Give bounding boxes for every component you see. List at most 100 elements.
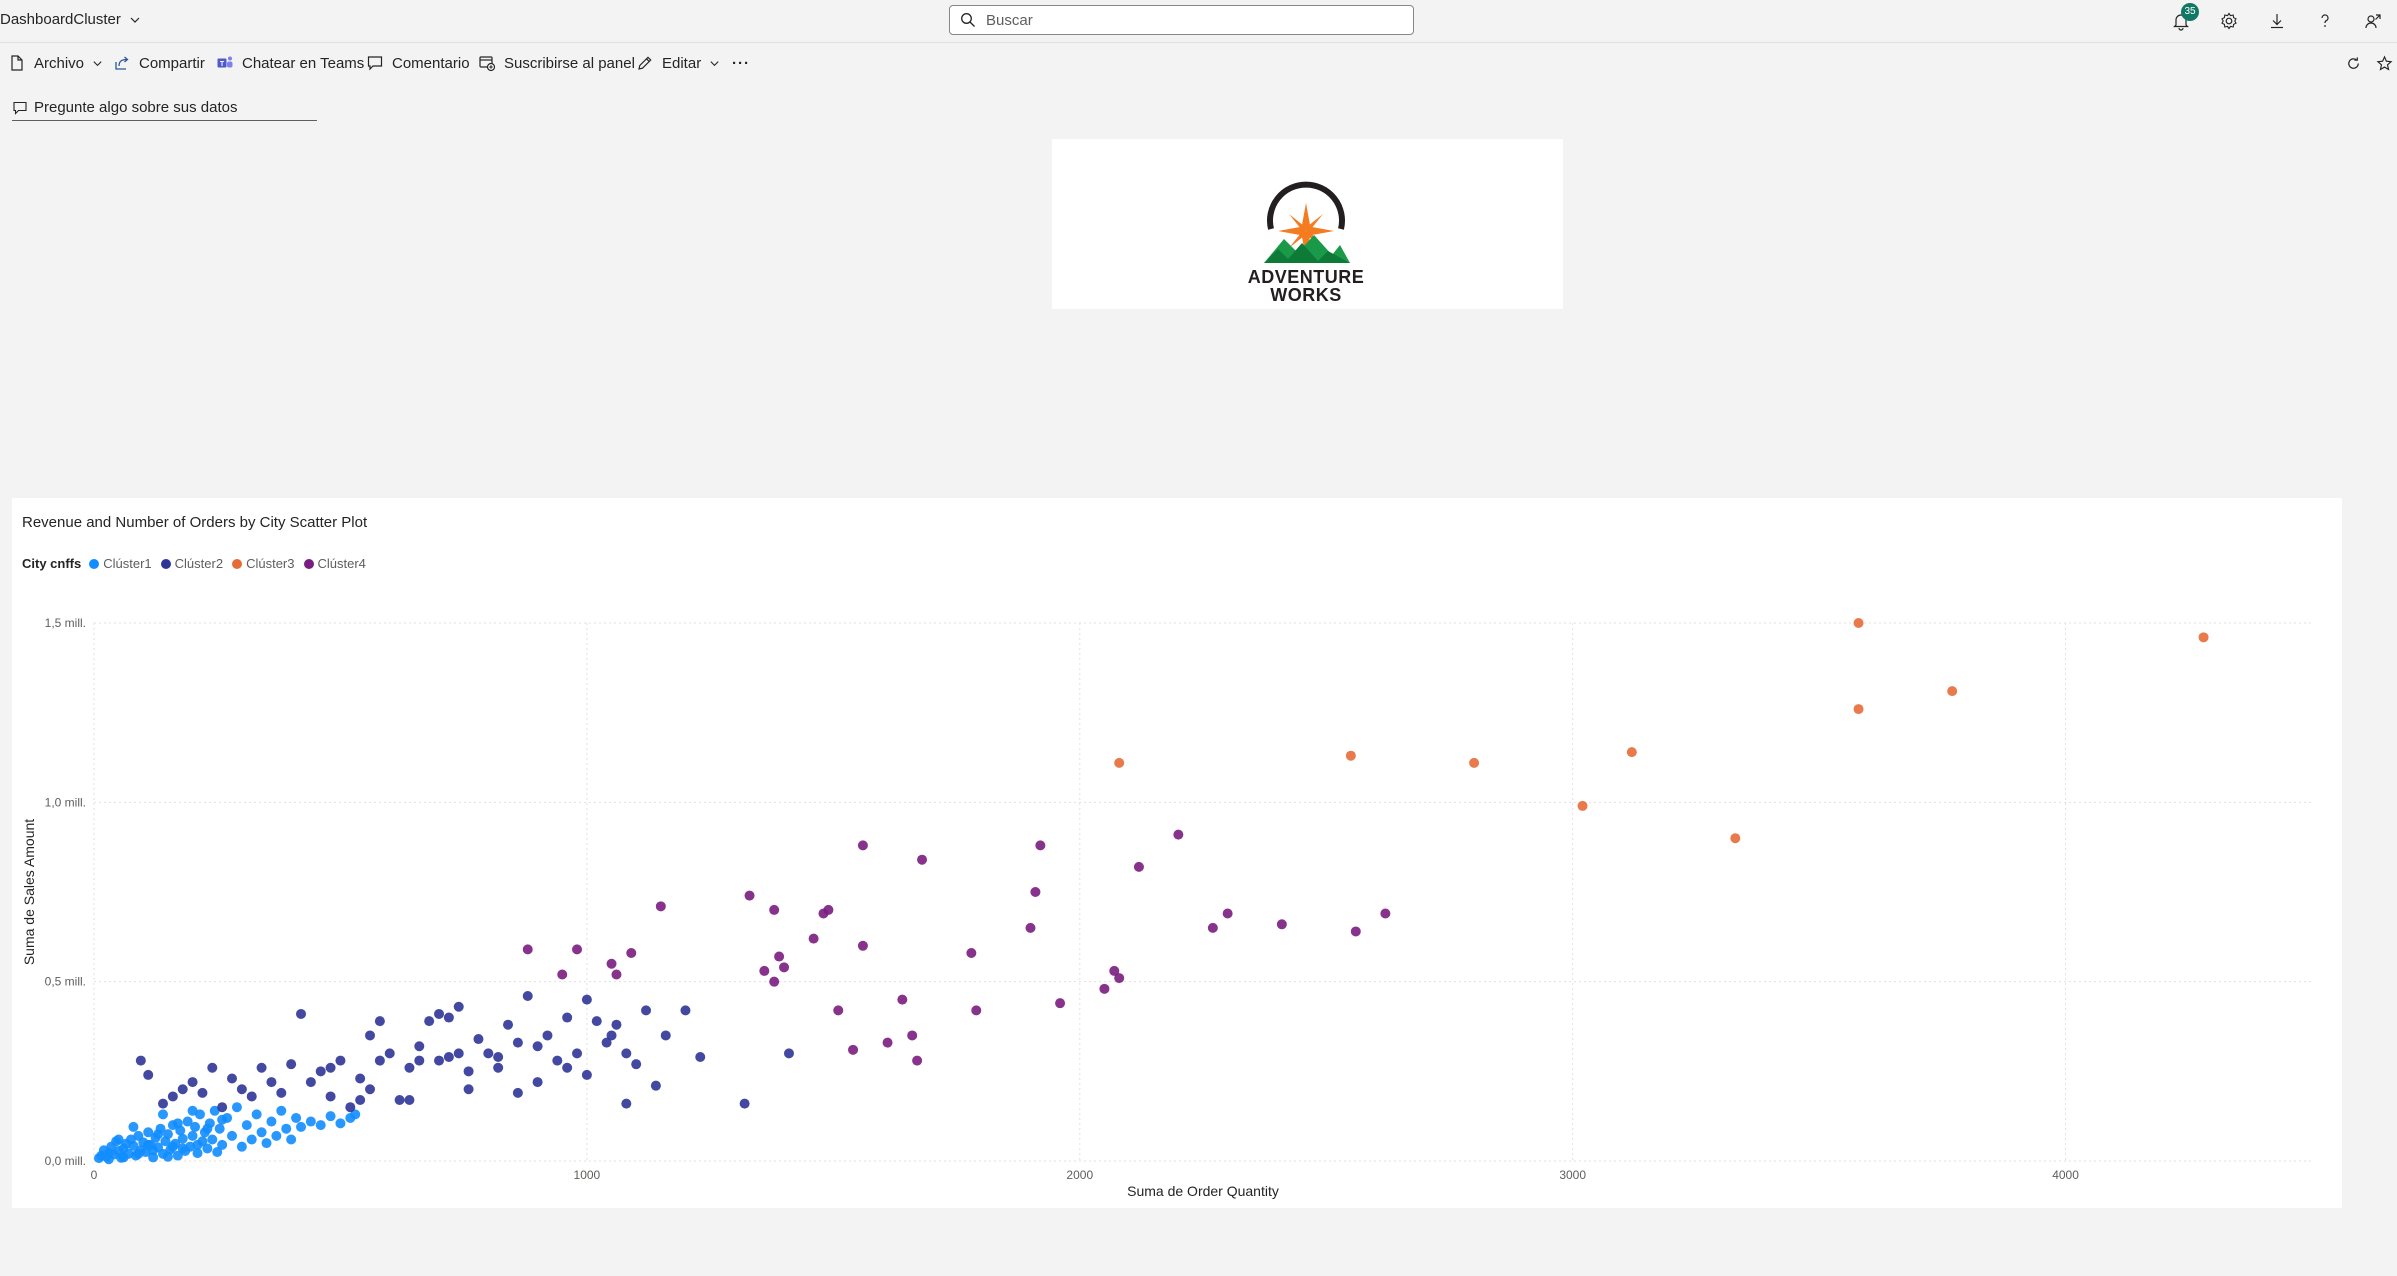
scatter-point[interactable]: [143, 1069, 154, 1080]
scatter-point[interactable]: [177, 1133, 188, 1144]
scatter-point[interactable]: [187, 1077, 198, 1088]
scatter-point[interactable]: [350, 1109, 361, 1120]
scatter-point[interactable]: [246, 1091, 257, 1102]
scatter-point[interactable]: [848, 1044, 859, 1055]
legend-item-cluster3[interactable]: Clúster3: [232, 556, 295, 571]
scatter-point[interactable]: [162, 1129, 173, 1140]
scatter-point[interactable]: [133, 1148, 144, 1159]
suscribirse-button[interactable]: Suscribirse al panel: [478, 43, 635, 83]
scatter-point[interactable]: [606, 1030, 617, 1041]
scatter-point[interactable]: [335, 1118, 346, 1129]
scatter-point[interactable]: [276, 1105, 287, 1116]
scatter-point[interactable]: [103, 1154, 114, 1165]
share-account-button[interactable]: [2349, 0, 2397, 42]
scatter-point[interactable]: [404, 1095, 415, 1106]
scatter-point[interactable]: [286, 1134, 297, 1145]
scatter-point[interactable]: [209, 1105, 220, 1116]
scatter-point[interactable]: [1222, 908, 1233, 919]
scatter-point[interactable]: [1350, 926, 1361, 937]
scatter-point[interactable]: [562, 1062, 573, 1073]
scatter-point[interactable]: [621, 1048, 632, 1059]
scatter-point[interactable]: [202, 1123, 213, 1134]
scatter-point[interactable]: [1469, 757, 1480, 768]
scatter-point[interactable]: [227, 1073, 238, 1084]
search-box[interactable]: [949, 5, 1414, 35]
scatter-point[interactable]: [532, 1077, 543, 1088]
scatter-point[interactable]: [542, 1030, 553, 1041]
scatter-point[interactable]: [1276, 919, 1287, 930]
scatter-point[interactable]: [118, 1152, 129, 1163]
scatter-point[interactable]: [345, 1102, 356, 1113]
scatter-point[interactable]: [493, 1051, 504, 1062]
download-button[interactable]: [2253, 0, 2301, 42]
scatter-point[interactable]: [739, 1098, 750, 1109]
scatter-point[interactable]: [443, 1051, 454, 1062]
scatter-point[interactable]: [113, 1134, 124, 1145]
scatter-point[interactable]: [833, 1005, 844, 1016]
scatter-point[interactable]: [1030, 887, 1041, 897]
scatter-point[interactable]: [296, 1008, 307, 1019]
scatter-point[interactable]: [483, 1048, 494, 1059]
scatter-point[interactable]: [266, 1077, 277, 1088]
scatter-point[interactable]: [335, 1055, 346, 1066]
scatter-point[interactable]: [177, 1084, 188, 1095]
scatter-point[interactable]: [522, 944, 533, 955]
scatter-point[interactable]: [611, 1019, 622, 1030]
scatter-point[interactable]: [912, 1055, 923, 1066]
search-input[interactable]: [984, 10, 1388, 30]
scatter-point[interactable]: [473, 1034, 484, 1045]
scatter-point[interactable]: [1114, 757, 1125, 768]
scatter-point[interactable]: [823, 904, 834, 915]
scatter-point[interactable]: [187, 1130, 198, 1141]
scatter-point[interactable]: [1380, 908, 1391, 919]
qa-input[interactable]: Pregunte algo sobre sus datos: [12, 95, 317, 121]
scatter-point[interactable]: [463, 1066, 474, 1077]
scatter-point[interactable]: [158, 1109, 169, 1120]
scatter-point[interactable]: [148, 1152, 159, 1163]
scatter-point[interactable]: [1853, 704, 1864, 715]
chat-teams-button[interactable]: T Chatear en Teams: [216, 43, 364, 83]
scatter-point[interactable]: [857, 840, 868, 851]
editar-menu[interactable]: Editar: [636, 43, 720, 83]
scatter-point[interactable]: [744, 890, 755, 901]
more-options-button[interactable]: ···: [732, 43, 750, 83]
scatter-point[interactable]: [207, 1062, 218, 1073]
scatter-point[interactable]: [783, 1048, 794, 1059]
scatter-point[interactable]: [463, 1084, 474, 1095]
scatter-point[interactable]: [1035, 840, 1046, 851]
scatter-point[interactable]: [1173, 829, 1184, 840]
scatter-chart-tile[interactable]: Revenue and Number of Orders by City Sca…: [12, 498, 2342, 1208]
scatter-point[interactable]: [1099, 983, 1110, 994]
scatter-point[interactable]: [907, 1030, 918, 1041]
scatter-point[interactable]: [1853, 618, 1864, 628]
scatter-point[interactable]: [177, 1143, 188, 1154]
scatter-point[interactable]: [236, 1141, 247, 1152]
scatter-point[interactable]: [256, 1062, 267, 1073]
scatter-point[interactable]: [532, 1041, 543, 1052]
scatter-point[interactable]: [680, 1005, 691, 1016]
scatter-point[interactable]: [182, 1116, 193, 1127]
scatter-point[interactable]: [1947, 686, 1958, 697]
scatter-point[interactable]: [355, 1095, 366, 1106]
scatter-point[interactable]: [172, 1118, 183, 1129]
scatter-point[interactable]: [1055, 998, 1066, 1009]
notifications-button[interactable]: 35: [2157, 0, 2205, 42]
scatter-point[interactable]: [424, 1016, 435, 1027]
scatter-point[interactable]: [581, 1069, 592, 1080]
scatter-point[interactable]: [212, 1147, 223, 1158]
comentario-button[interactable]: Comentario: [366, 43, 470, 83]
logo-tile[interactable]: ADVENTURE WORKS: [1052, 139, 1563, 309]
scatter-point[interactable]: [325, 1111, 336, 1122]
legend-item-cluster1[interactable]: Clúster1: [89, 556, 152, 571]
help-button[interactable]: [2301, 0, 2349, 42]
scatter-point[interactable]: [611, 969, 622, 980]
scatter-point[interactable]: [434, 1055, 445, 1066]
scatter-point[interactable]: [434, 1008, 445, 1019]
scatter-point[interactable]: [276, 1087, 287, 1098]
scatter-point[interactable]: [355, 1073, 366, 1084]
scatter-point[interactable]: [197, 1087, 208, 1098]
scatter-point[interactable]: [291, 1112, 302, 1123]
scatter-point[interactable]: [414, 1041, 425, 1052]
scatter-point[interactable]: [365, 1084, 376, 1095]
scatter-point[interactable]: [271, 1130, 282, 1141]
